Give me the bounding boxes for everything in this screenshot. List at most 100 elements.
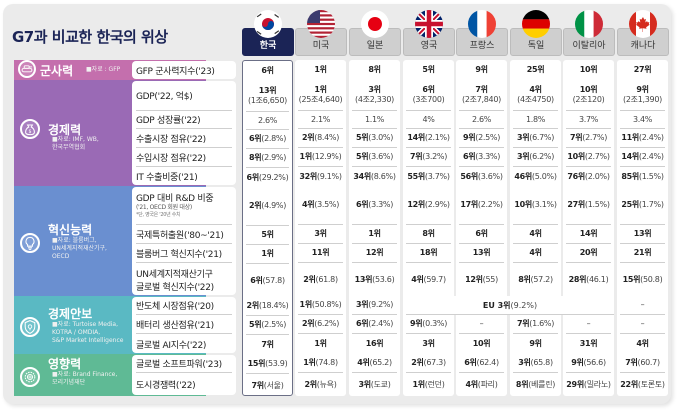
rank-value: 7위 (409, 152, 423, 161)
rank-value: 4위 (465, 379, 478, 389)
table-cell: 6위 (459, 225, 504, 244)
table-cell: 31위 (566, 334, 611, 354)
rank-value: 29위 (566, 379, 584, 389)
tank-icon (18, 60, 36, 78)
rank-value: 4위 (529, 248, 542, 257)
metric-block (132, 355, 236, 395)
table-cell: 12위(55) (459, 263, 504, 296)
rank-value: 25위 (526, 65, 545, 74)
detail-value: (46.1) (586, 274, 609, 284)
detail-value: (67.3) (423, 358, 447, 367)
table-cell: 6위(2.4%) (352, 315, 397, 334)
rank-value: 1위 (314, 339, 327, 348)
country-column-1: 1위 1위 (25조4,640) 2.1% 2위(8.4%) 1위(12.9%) 32위(9… (295, 60, 346, 396)
table-cell: 15위(53.9) (246, 355, 289, 374)
detail-value: (1조6,650) (248, 96, 287, 105)
rank-value: 4위 (529, 85, 542, 94)
table-cell: 15위(50.8) (620, 263, 665, 296)
rank-value: 12위 (365, 248, 384, 257)
table-cell: 27위 (620, 60, 665, 80)
detail-value: (55) (482, 274, 499, 284)
rank-value: 1위 (261, 249, 274, 258)
rank-value: 2위 (303, 274, 316, 284)
table-cell: 12위 (352, 244, 397, 263)
rank-value: 4위 (357, 358, 370, 367)
metric-label-text: 수입시장 점유('22) (136, 153, 206, 164)
table-cell: 1.1% (352, 111, 397, 129)
rank-value: 1위 (368, 229, 381, 238)
rank-value: 14위 (621, 152, 639, 161)
country-header-row: 한국 미국 일본 영국 프랑스 독일 이탈리아 캐나다 (242, 0, 678, 56)
rank-value: 1위 (299, 300, 313, 309)
table-cell: – (566, 315, 611, 334)
category-name: 경제력 (48, 123, 82, 137)
table-cell: 9위 (2조1,390) (620, 80, 665, 111)
rank-value: 1위 (314, 85, 327, 94)
detail-value: 1.1% (364, 114, 385, 124)
detail-value: (2.2%) (477, 200, 503, 209)
rank-value: 25위 (621, 200, 639, 209)
germany-flag-icon (522, 10, 550, 38)
rank-value: 10위 (579, 85, 598, 94)
rank-value: 11위 (621, 133, 639, 142)
rank-value: 8위 (515, 379, 529, 389)
table-cell: 3.4% (620, 111, 665, 129)
rank-value: 3위 (422, 339, 435, 348)
country-column-4: 9위 7위 (2조7,840) 2.6% 9위(2.5%) 6위(3.3%) 56위(3.6… (456, 60, 507, 396)
table-cell: 3.7% (566, 111, 611, 129)
detail-value: (2조7,840) (462, 95, 501, 104)
table-cell: 6위(3.3%) (459, 148, 504, 167)
rank-value: 3위 (358, 379, 371, 389)
rank-value: 34위 (353, 171, 371, 181)
table-cell: 85위(1.5%) (620, 167, 665, 186)
table-cell: 4위 (4조4750) (513, 80, 558, 111)
table-cell: 7위(2.7%) (566, 129, 611, 148)
country-column-5: 25위 4위 (4조4750) 1.8% 3위(6.7%) 3위(6.2%) 46위(5.0… (510, 60, 561, 396)
table-cell: 13위 (1조6,650) (246, 81, 289, 112)
table-cell: 3위 (406, 334, 451, 354)
rank-value: 6위 (261, 66, 274, 75)
table-cell: 46위(5.0%) (513, 167, 558, 186)
table-cell: 14위 (566, 225, 611, 244)
country-name: 미국 (312, 41, 330, 51)
rank-value: 6위 (475, 229, 488, 238)
detail-value: (8.6%) (370, 171, 396, 181)
table-cell: 6위 (246, 61, 289, 81)
metric-label-text: GFP 군사력지수('23) (136, 66, 215, 77)
rank-value: 3위 (516, 152, 530, 161)
rank-value: 13위 (472, 248, 491, 257)
metric-label-text: 수출시장 점유('22) (136, 134, 206, 145)
country-name: 독일 (527, 41, 545, 51)
rank-value: 27위 (567, 200, 585, 209)
table-cell: 6위(29.2%) (246, 168, 289, 187)
detail-value: (2.1%) (424, 133, 450, 142)
table-cell: 1.8% (513, 111, 558, 129)
country-column-6: 10위 10위 (2조120) 3.7% 7위(2.7%) 10위(2.7%) 76위(2.… (563, 60, 614, 396)
table-cell: 8위 (406, 225, 451, 244)
category-source: ■자료: IMF, WB, 한국무역협회 (52, 136, 99, 151)
page-title: G7과 비교한 한국의 위상 (12, 28, 168, 46)
detail-value: (8.4%) (314, 133, 340, 142)
metric-label: 글로벌 AI지수('22) (136, 334, 232, 354)
table-cell: 6위(57.8) (246, 264, 289, 297)
detail-value: (3.0%) (368, 133, 394, 142)
canada-flag-icon (629, 10, 657, 38)
detail-value: (2.4%) (638, 133, 664, 142)
detail-value: (56.6) (583, 358, 607, 367)
rank-value: 14위 (579, 229, 598, 238)
category-name: 경제안보 (48, 307, 93, 321)
table-cell: 4위 (513, 225, 558, 244)
table-cell: 3위(6.2%) (513, 148, 558, 167)
detail-value: – (640, 319, 645, 328)
rank-value: 1위 (314, 65, 327, 74)
detail-value: (1.5%) (638, 171, 664, 181)
table-cell: 9위(0.3%) (406, 315, 451, 334)
table-cell: 25위(1.7%) (620, 186, 665, 225)
detail-value: (57.2) (530, 274, 554, 284)
table-cell: – (620, 296, 665, 315)
detail-value: 2.6% (471, 114, 492, 124)
category-source: ■자료 : GFP (86, 66, 121, 73)
rank-value: 3위 (314, 229, 327, 238)
table-cell: 18위 (406, 244, 451, 263)
table-cell: 1위 (298, 60, 343, 80)
